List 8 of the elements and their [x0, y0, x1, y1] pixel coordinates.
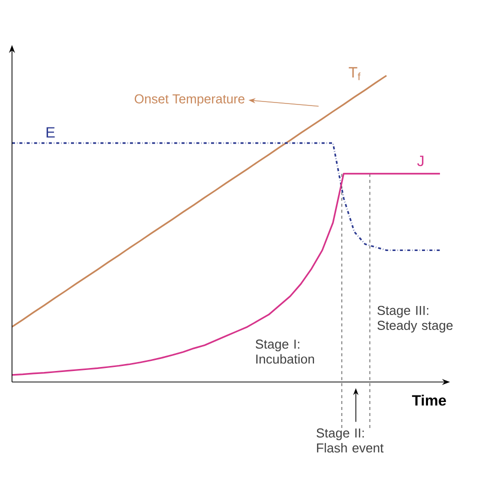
- text: Stage II: Flash event: [316, 428, 384, 453]
- annotation: Onset Temperature: [134, 94, 244, 106]
- series-label: T$_{f}$: [348, 67, 361, 80]
- x-axis-title: Time: [412, 394, 446, 406]
- series-label: E: [46, 127, 55, 138]
- annotation: Stage I: Incubation: [256, 340, 314, 364]
- series-label: J: [417, 156, 424, 166]
- annotation: Stage III: Steady stage: [377, 306, 453, 333]
